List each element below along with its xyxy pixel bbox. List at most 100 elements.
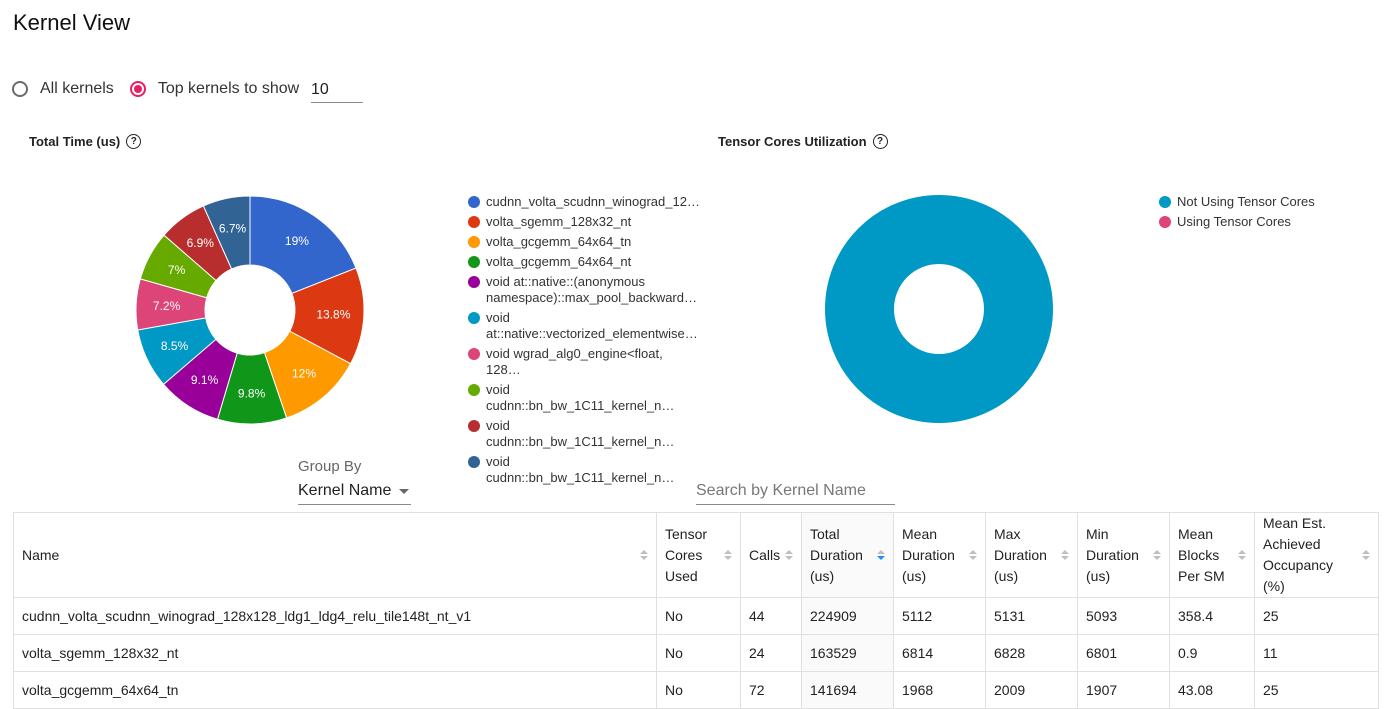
column-header-calls[interactable]: Calls	[740, 512, 802, 598]
kernel-table: Name Tensor Cores Used Calls Total Durat…	[13, 512, 1379, 709]
tensor-cores-title-text: Tensor Cores Utilization	[718, 134, 867, 149]
total-time-legend: cudnn_volta_scudnn_winograd_12… volta_sge…	[468, 194, 700, 490]
total-time-slice-label-4: 9.1%	[191, 373, 219, 387]
cell-mean-duration: 1968	[893, 671, 986, 709]
sort-icon[interactable]	[1238, 550, 1246, 560]
total-time-title-text: Total Time (us)	[29, 134, 121, 149]
legend-swatch-icon	[468, 236, 480, 248]
total-time-pie-chart: 19% 13.8% 12% 9.8% 9.1% 8.5% 7.2% 7%6.9% 6.7%	[135, 195, 365, 425]
column-header-max-duration[interactable]: Max Duration (us)	[985, 512, 1078, 598]
legend-label: Not Using Tensor Cores	[1177, 194, 1315, 209]
caret-down-icon	[399, 488, 410, 494]
tensor-cores-chart-title: Tensor Cores Utilization ?	[718, 134, 888, 149]
cell-tensor-cores: No	[656, 671, 741, 709]
total-time-legend-item[interactable]: volta_sgemm_128x32_nt	[468, 214, 698, 230]
total-time-slice-0[interactable]	[249, 195, 357, 295]
legend-swatch-icon	[468, 384, 480, 396]
cell-total-duration: 141694	[801, 671, 894, 709]
cell-mean-duration: 6814	[893, 634, 986, 672]
group-by-label: Group By	[298, 458, 362, 475]
legend-swatch-icon	[468, 256, 480, 268]
radio-circle-checked-icon[interactable]	[129, 81, 146, 97]
help-icon[interactable]: ?	[126, 134, 142, 149]
total-time-legend-item[interactable]: void at::native::vectorized_elementwise…	[468, 310, 698, 342]
cell-min-duration: 1907	[1077, 671, 1170, 709]
sort-descending-icon[interactable]	[877, 550, 885, 560]
legend-swatch-icon	[468, 420, 480, 432]
total-time-legend-item[interactable]: volta_gcgemm_64x64_nt	[468, 254, 698, 270]
column-header-label: Mean Duration (us)	[902, 525, 955, 584]
total-time-slice-label-7: 7%	[168, 263, 186, 277]
total-time-slice-label-0: 19%	[285, 234, 309, 248]
sort-icon[interactable]	[969, 550, 977, 560]
sort-icon[interactable]	[1362, 550, 1370, 560]
total-time-legend-item[interactable]: void cudnn::bn_bw_1C11_kernel_n…	[468, 418, 698, 450]
cell-tensor-cores: No	[656, 597, 741, 635]
tensor-cores-slice-0[interactable]	[825, 195, 1053, 423]
total-time-legend-item[interactable]: cudnn_volta_scudnn_winograd_12…	[468, 194, 700, 210]
cell-mean-blocks: 0.9	[1169, 634, 1255, 672]
cell-occupancy: 25	[1254, 597, 1379, 635]
total-time-legend-item[interactable]: void cudnn::bn_bw_1C11_kernel_n…	[468, 454, 698, 486]
legend-label: void cudnn::bn_bw_1C11_kernel_n…	[486, 418, 675, 449]
column-header-label: Mean Blocks Per SM	[1178, 525, 1225, 584]
cell-total-duration: 163529	[801, 634, 894, 672]
column-header-mean-duration[interactable]: Mean Duration (us)	[893, 512, 986, 598]
legend-label: volta_gcgemm_64x64_nt	[486, 254, 632, 269]
total-time-slice-1[interactable]	[289, 267, 365, 365]
legend-label: void wgrad_alg0_engine<float, 128…	[486, 346, 663, 377]
sort-icon[interactable]	[724, 550, 732, 560]
column-header-label: Tensor Cores Used	[665, 525, 708, 584]
column-header-label: Total Duration (us)	[810, 525, 863, 584]
column-header-label: Mean Est. Achieved Occupancy (%)	[1263, 515, 1334, 594]
cell-calls: 72	[740, 671, 802, 709]
cell-mean-duration: 5112	[893, 597, 986, 635]
tensor-cores-legend-item[interactable]: Using Tensor Cores	[1159, 214, 1315, 230]
legend-label: Using Tensor Cores	[1177, 214, 1291, 229]
cell-max-duration: 2009	[985, 671, 1078, 709]
cell-name: volta_sgemm_128x32_nt	[13, 634, 657, 672]
column-header-mean-blocks[interactable]: Mean Blocks Per SM	[1169, 512, 1255, 598]
column-header-min-duration[interactable]: Min Duration (us)	[1077, 512, 1170, 598]
table-row: volta_sgemm_128x32_nt No 24 163529 6814 …	[13, 634, 1379, 672]
total-time-legend-item[interactable]: void wgrad_alg0_engine<float, 128…	[468, 346, 698, 378]
cell-name: cudnn_volta_scudnn_winograd_128x128_ldg1…	[13, 597, 657, 635]
column-header-tensor-cores[interactable]: Tensor Cores Used	[656, 512, 741, 598]
column-header-name[interactable]: Name	[13, 512, 657, 598]
cell-min-duration: 5093	[1077, 597, 1170, 635]
tensor-cores-legend-item[interactable]: Not Using Tensor Cores	[1159, 194, 1315, 210]
total-time-slice-label-9: 6.7%	[219, 221, 247, 235]
sort-icon[interactable]	[1061, 550, 1069, 560]
legend-swatch-icon	[468, 276, 480, 288]
total-time-slice-label-8: 6.9%	[187, 236, 215, 250]
total-time-legend-item[interactable]: volta_gcgemm_64x64_tn	[468, 234, 698, 250]
top-kernels-radio[interactable]: Top kernels to show	[129, 80, 299, 98]
sort-icon[interactable]	[785, 550, 793, 560]
total-time-slice-9[interactable]	[202, 195, 251, 270]
column-header-occupancy[interactable]: Mean Est. Achieved Occupancy (%)	[1254, 512, 1379, 598]
total-time-legend-item[interactable]: void at::native::(anonymous namespace)::…	[468, 274, 698, 306]
legend-label: volta_sgemm_128x32_nt	[486, 214, 632, 229]
cell-max-duration: 6828	[985, 634, 1078, 672]
page-title: Kernel View	[13, 10, 130, 35]
total-time-slice-label-1: 13.8%	[316, 308, 350, 322]
sort-icon[interactable]	[640, 550, 648, 560]
legend-swatch-icon	[468, 348, 480, 360]
legend-label: void cudnn::bn_bw_1C11_kernel_n…	[486, 454, 675, 485]
all-kernels-radio[interactable]: All kernels	[12, 80, 114, 98]
sort-icon[interactable]	[1153, 550, 1161, 560]
cell-mean-blocks: 43.08	[1169, 671, 1255, 709]
radio-circle-icon[interactable]	[12, 81, 28, 97]
help-icon[interactable]: ?	[872, 134, 888, 149]
legend-swatch-icon	[468, 456, 480, 468]
legend-label: volta_gcgemm_64x64_tn	[486, 234, 632, 249]
column-header-total-duration[interactable]: Total Duration (us)	[801, 512, 894, 598]
total-time-legend-item[interactable]: void cudnn::bn_bw_1C11_kernel_n…	[468, 382, 698, 414]
legend-swatch-icon	[468, 216, 480, 228]
cell-calls: 24	[740, 634, 802, 672]
top-kernels-count-input[interactable]	[311, 78, 363, 103]
group-by-select[interactable]: Kernel Name	[298, 478, 411, 505]
legend-swatch-icon	[468, 196, 480, 208]
kernel-search-input[interactable]	[696, 478, 895, 505]
cell-occupancy: 25	[1254, 671, 1379, 709]
